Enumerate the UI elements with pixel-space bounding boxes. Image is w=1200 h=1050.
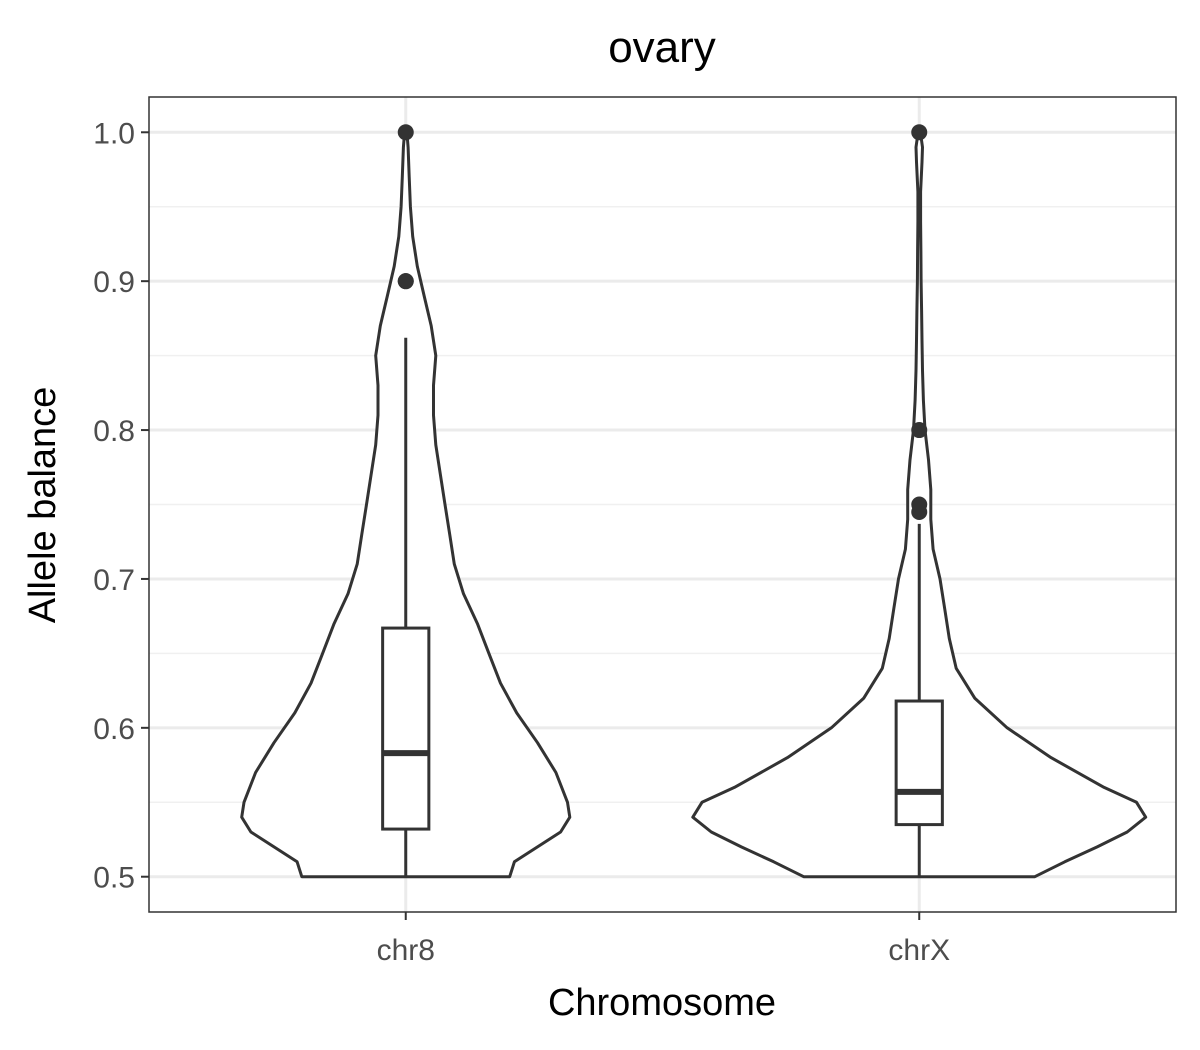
box-chr8 bbox=[381, 626, 431, 831]
outlier-point bbox=[911, 496, 928, 513]
outlier-layer bbox=[397, 124, 928, 520]
y-tick-label: 0.7 bbox=[93, 564, 135, 597]
y-tick-label: 0.9 bbox=[93, 266, 135, 299]
x-tick-label: chr8 bbox=[377, 934, 435, 967]
y-axis: 0.5 0.6 0.7 0.8 0.9 1.0 bbox=[93, 117, 149, 895]
y-tick-label: 0.6 bbox=[93, 713, 135, 746]
chart-title: ovary bbox=[608, 23, 716, 72]
panel-border bbox=[148, 96, 1177, 913]
y-tick-label: 0.5 bbox=[93, 862, 135, 895]
outlier-point bbox=[397, 273, 414, 290]
x-tick-label: chrX bbox=[888, 934, 950, 967]
outlier-point bbox=[911, 422, 928, 439]
outlier-point bbox=[397, 124, 414, 141]
x-axis-title: Chromosome bbox=[548, 982, 776, 1024]
y-axis-title: Allele balance bbox=[22, 387, 64, 624]
x-axis: chr8 chrX bbox=[377, 912, 950, 967]
outlier-point bbox=[911, 124, 928, 141]
box-chrX bbox=[894, 699, 944, 827]
y-tick-label: 0.8 bbox=[93, 415, 135, 448]
y-tick-label: 1.0 bbox=[93, 117, 135, 150]
boxplot-layer bbox=[381, 337, 944, 877]
